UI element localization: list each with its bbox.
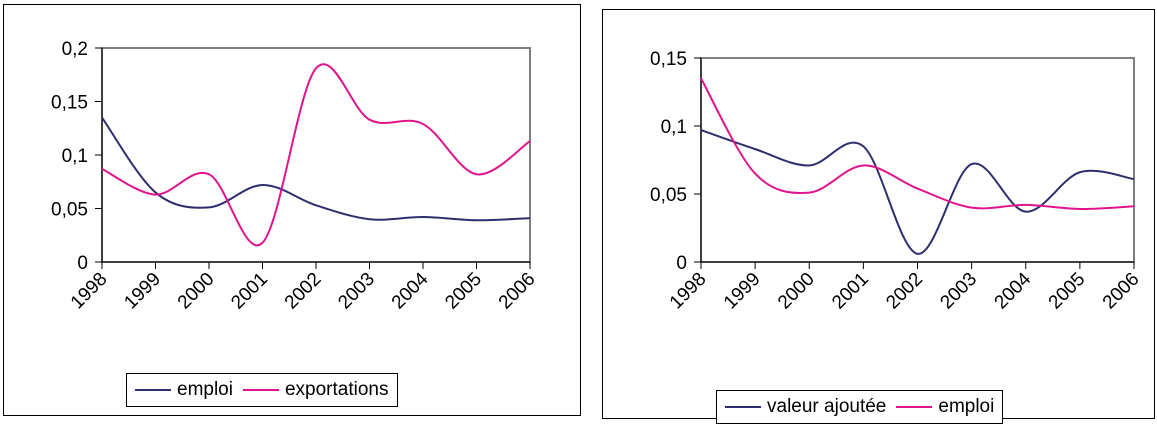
x-tick-label: 2003 [936, 269, 981, 314]
x-tick-label: 2004 [991, 268, 1036, 313]
legend-left: emploi exportations [126, 373, 398, 407]
legend-swatch [135, 389, 171, 391]
legend-item: valeur ajoutée [725, 396, 886, 418]
legend-item: emploi [135, 379, 233, 401]
x-tick-label: 2000 [174, 269, 219, 314]
legend-item: emploi [896, 396, 994, 418]
legend-swatch [725, 406, 761, 408]
legend-label: emploi [938, 396, 995, 417]
chart-panel-right: 0 0,05 0,1 0,15 1998 1999 2000 2001 2002 2003 2004… [602, 9, 1155, 424]
legend-right: valeur ajoutée emploi [716, 390, 1004, 424]
x-tick-label: 2005 [1045, 269, 1090, 314]
y-tick-label: 0,1 [661, 117, 687, 138]
x-tick-label: 1999 [120, 269, 165, 314]
x-tick-label: 2004 [388, 268, 433, 313]
x-tick-label: 1998 [666, 269, 711, 314]
legend-label: exportations [284, 379, 389, 400]
legend-label: emploi [177, 379, 233, 400]
y-tick-label: 0 [77, 253, 88, 274]
x-tick-label: 2000 [774, 269, 819, 314]
y-tick-label: 0,2 [62, 39, 88, 60]
y-tick-label: 0,1 [62, 146, 88, 167]
x-tick-label: 2002 [882, 269, 927, 314]
legend-item: exportations [242, 379, 389, 401]
legend-swatch [242, 389, 279, 391]
plot-area-frame [101, 47, 531, 263]
x-tick-label: 2003 [334, 269, 379, 314]
series-line-2 [700, 77, 1135, 210]
y-tick-label: 0 [676, 253, 687, 274]
series-line-1 [700, 129, 1135, 255]
legend-swatch [896, 406, 933, 408]
y-tick-label: 0,05 [51, 200, 88, 221]
x-tick-label: 2002 [281, 269, 326, 314]
x-tick-label: 2005 [441, 269, 486, 314]
y-tick-label: 0,15 [51, 93, 88, 114]
series-line-1 [101, 116, 531, 222]
x-tick-label: 1998 [67, 269, 112, 314]
x-tick-label: 2001 [227, 269, 272, 314]
line-chart-right: 0 0,05 0,1 0,15 1998 1999 2000 2001 2002 2003 2004… [650, 49, 1144, 314]
series-line-2 [101, 63, 531, 247]
y-tick-label: 0,15 [650, 49, 687, 70]
x-tick-label: 2006 [495, 269, 540, 314]
legend-label: valeur ajoutée [767, 396, 887, 417]
y-tick-label: 0,05 [650, 185, 687, 206]
chart-panel-left: 0 0,05 0,1 0,15 0,2 1998 1999 2000 2001 2002 2003 2… [3, 4, 581, 416]
plot-area-frame [700, 57, 1135, 263]
x-tick-label: 2006 [1099, 269, 1144, 314]
x-tick-label: 1999 [720, 269, 765, 314]
x-tick-label: 2001 [828, 269, 873, 314]
